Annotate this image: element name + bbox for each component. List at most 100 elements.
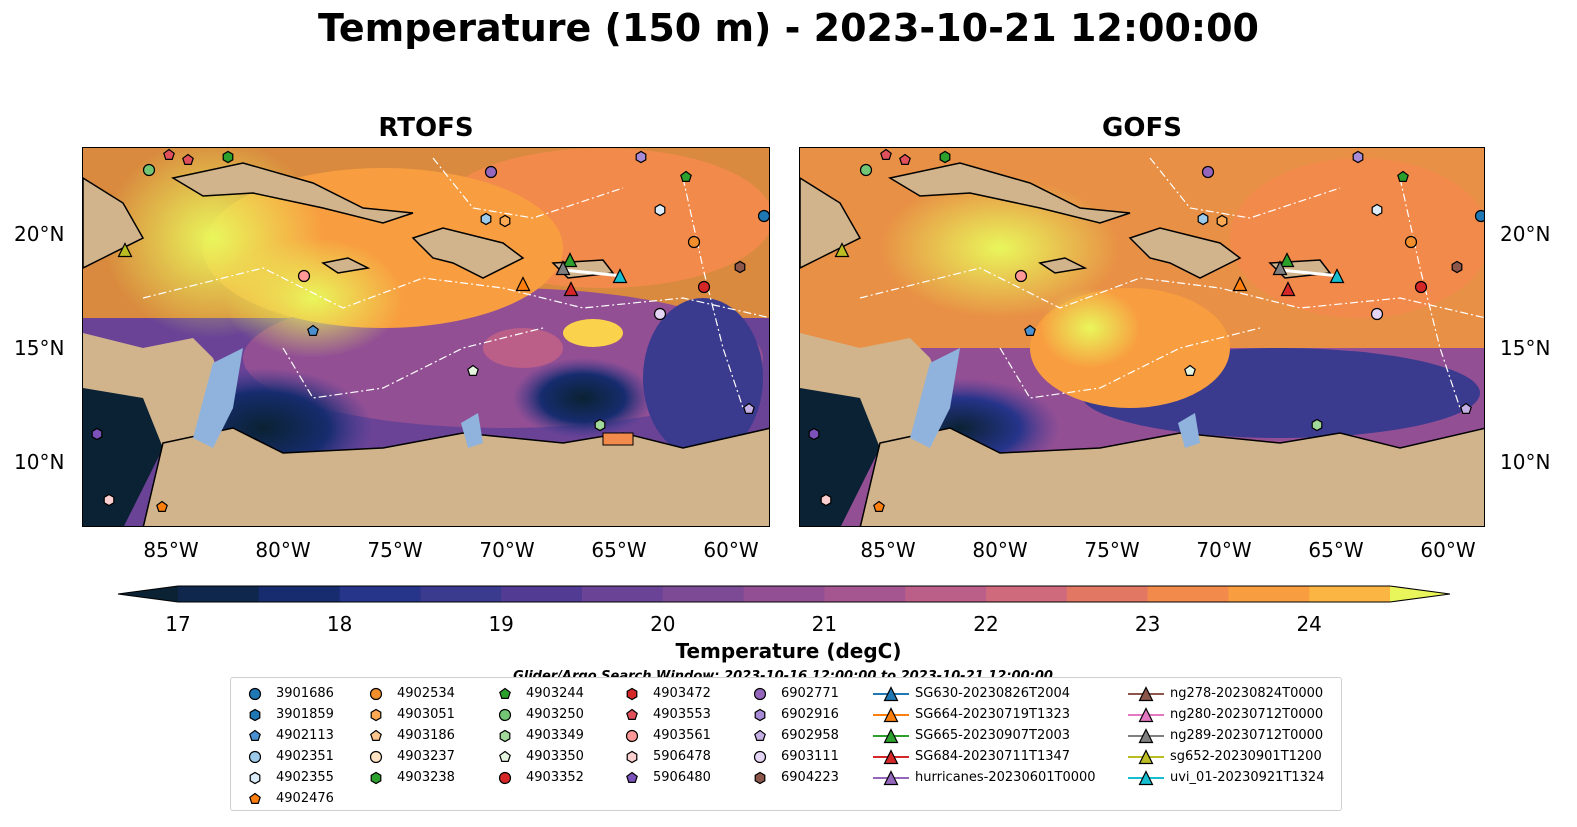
legend-label: 5906480 xyxy=(653,770,711,785)
argo-float-marker xyxy=(635,150,647,164)
argo-float-marker xyxy=(1311,418,1323,432)
colorbar-bin xyxy=(986,586,1068,602)
argo-float-marker xyxy=(880,148,892,160)
argo-float-marker xyxy=(653,307,667,321)
legend-marker-icon xyxy=(370,729,382,741)
legend-marker-icon xyxy=(369,750,383,764)
lon-label-gofs-3: 70°W xyxy=(1196,538,1252,562)
legend-label: SG630-20230826T2004 xyxy=(915,686,1071,701)
colorbar-bin xyxy=(178,586,260,602)
legend-label: 4903238 xyxy=(397,770,455,785)
legend-label: ng280-20230712T0000 xyxy=(1170,707,1324,722)
legend-marker-icon xyxy=(754,708,766,722)
lat-label-15n-left: 15°N xyxy=(14,336,65,360)
legend: 3901686 3901859 4902113 4902351 4902355 49024… xyxy=(230,677,1342,811)
legend-label: 4903244 xyxy=(526,686,584,701)
legend-marker-icon xyxy=(753,687,767,701)
legend-marker-icon xyxy=(754,729,766,741)
colorbar-tick-label: 20 xyxy=(650,612,676,636)
legend-label: 4903472 xyxy=(653,686,711,701)
legend-marker-icon xyxy=(248,687,262,701)
argo-float-marker xyxy=(499,214,511,228)
legend-label: SG664-20230719T1323 xyxy=(915,707,1071,722)
glider-marker xyxy=(562,252,578,268)
colorbar-outline xyxy=(117,585,1451,603)
legend-label: 3901686 xyxy=(276,686,334,701)
glider-marker xyxy=(1232,276,1248,292)
legend-label: 4903237 xyxy=(397,749,455,764)
legend-line-icon xyxy=(1128,707,1164,723)
legend-label: 5906478 xyxy=(653,749,711,764)
argo-float-marker xyxy=(757,209,769,223)
map-panel-rtofs xyxy=(82,147,770,527)
argo-float-marker xyxy=(307,324,319,336)
glider-marker xyxy=(1280,281,1296,297)
legend-label: 4902355 xyxy=(276,770,334,785)
legend-label: ng278-20230824T0000 xyxy=(1170,686,1324,701)
legend-marker-icon xyxy=(499,729,511,743)
legend-marker-icon xyxy=(370,708,382,722)
colorbar-bin xyxy=(501,586,583,602)
colorbar-bin xyxy=(420,586,502,602)
argo-float-marker xyxy=(1460,402,1472,414)
argo-float-marker xyxy=(687,235,701,249)
glider-marker xyxy=(834,242,850,258)
colorbar-bin xyxy=(1147,586,1229,602)
legend-label: uvi_01-20230921T1324 xyxy=(1170,770,1325,785)
colorbar-tick-label: 17 xyxy=(165,612,191,636)
argo-float-marker xyxy=(1216,214,1228,228)
legend-label: sg652-20230901T1200 xyxy=(1170,749,1322,764)
colorbar-extend-high xyxy=(1390,586,1450,602)
argo-float-marker xyxy=(1397,170,1409,182)
legend-line-icon xyxy=(873,728,909,744)
gofs-temperature-field xyxy=(800,148,1484,526)
argo-float-marker xyxy=(182,153,194,165)
argo-float-marker xyxy=(594,418,606,432)
lon-label-gofs-0: 85°W xyxy=(860,538,916,562)
lat-label-20n-left: 20°N xyxy=(14,222,65,246)
argo-float-marker xyxy=(142,163,156,177)
colorbar-tick-label: 23 xyxy=(1134,612,1161,636)
lon-label-rtofs-0: 85°W xyxy=(143,538,199,562)
legend-marker-icon xyxy=(753,750,767,764)
colorbar-bin xyxy=(1228,586,1310,602)
legend-marker-icon xyxy=(370,771,382,785)
argo-float-marker xyxy=(697,280,711,294)
lat-label-15n-right: 15°N xyxy=(1500,336,1551,360)
argo-float-marker xyxy=(1404,235,1418,249)
legend-label: 6903111 xyxy=(781,749,839,764)
legend-label: 3901859 xyxy=(276,707,334,722)
glider-marker xyxy=(563,281,579,297)
argo-float-marker xyxy=(1014,269,1028,283)
argo-float-marker xyxy=(734,260,746,274)
glider-marker xyxy=(117,242,133,258)
panel-title-rtofs: RTOFS xyxy=(378,113,474,143)
legend-marker-icon xyxy=(369,687,383,701)
argo-float-marker xyxy=(467,364,479,376)
argo-float-marker xyxy=(743,402,755,414)
argo-float-marker xyxy=(156,500,168,512)
legend-line-icon xyxy=(873,707,909,723)
argo-float-marker xyxy=(1371,203,1383,217)
legend-marker-icon xyxy=(626,750,638,764)
argo-float-marker xyxy=(1197,212,1209,226)
lon-label-gofs-1: 80°W xyxy=(972,538,1028,562)
legend-label: 4902113 xyxy=(276,728,334,743)
colorbar-bin xyxy=(1309,586,1391,602)
legend-marker-icon xyxy=(626,708,638,720)
colorbar-bin xyxy=(824,586,906,602)
lon-label-rtofs-4: 65°W xyxy=(591,538,647,562)
legend-label: 4903250 xyxy=(526,707,584,722)
colorbar xyxy=(117,585,1451,603)
legend-marker-icon xyxy=(249,729,261,741)
colorbar-tick-label: 21 xyxy=(811,612,838,636)
argo-float-marker xyxy=(1352,150,1364,164)
colorbar-tick-label: 24 xyxy=(1296,612,1322,636)
lat-label-10n-right: 10°N xyxy=(1500,450,1551,474)
rtofs-temperature-field xyxy=(83,148,769,526)
legend-label: 4902476 xyxy=(276,791,334,806)
legend-marker-icon xyxy=(249,771,261,785)
colorbar-bin xyxy=(582,586,664,602)
legend-line-icon xyxy=(1128,686,1164,702)
colorbar-bin xyxy=(905,586,987,602)
